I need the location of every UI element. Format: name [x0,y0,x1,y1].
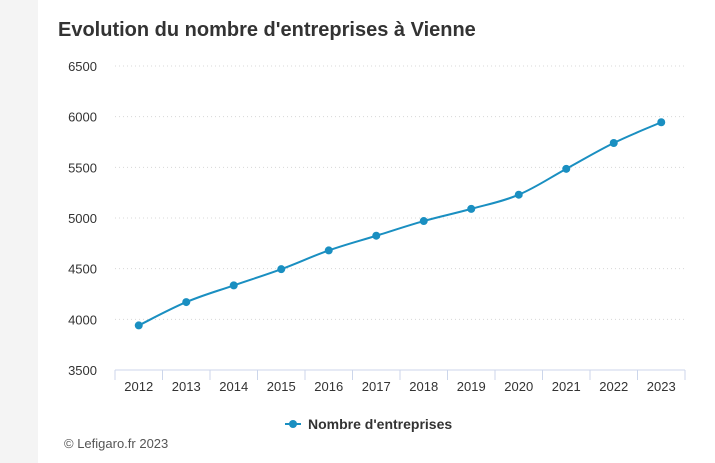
data-point[interactable] [182,298,191,307]
data-point[interactable] [277,265,286,274]
data-point[interactable] [229,281,238,290]
chart-card: Evolution du nombre d'entreprises à Vien… [38,0,715,463]
x-tick-label: 2022 [599,379,628,394]
grid-lines [115,65,685,320]
x-tick-label: 2015 [267,379,296,394]
y-tick-label: 6500 [68,59,97,74]
y-tick-label: 3500 [68,363,97,378]
y-tick-label: 5000 [68,211,97,226]
x-tick-label: 2019 [457,379,486,394]
series-points [134,118,666,330]
x-tick-label: 2013 [172,379,201,394]
x-tick-label: 2018 [409,379,438,394]
data-point[interactable] [324,246,333,255]
data-point[interactable] [657,118,666,127]
data-point[interactable] [419,217,428,226]
x-tick-label: 2012 [124,379,153,394]
chart-title: Evolution du nombre d'entreprises à Vien… [58,19,476,41]
y-tick-label: 4500 [68,262,97,277]
series-line [138,121,662,327]
x-tick-label: 2021 [552,379,581,394]
y-tick-label: 6000 [68,110,97,125]
credit-text: © Lefigaro.fr 2023 [64,436,169,451]
data-point[interactable] [562,164,571,173]
y-tick-label: 5500 [68,160,97,175]
data-point[interactable] [467,204,476,213]
legend[interactable]: Nombre d'entreprises [285,416,452,432]
x-tick-label: 2020 [504,379,533,394]
x-tick-label: 2017 [362,379,391,394]
x-tick-label: 2023 [647,379,676,394]
y-tick-label: 4000 [68,312,97,327]
x-tick-label: 2014 [219,379,248,394]
x-tick-label: 2016 [314,379,343,394]
data-point[interactable] [609,139,618,148]
data-point[interactable] [514,190,523,199]
x-axis: 2012 2013 2014 2015 2016 2017 2018 2019 2020 2021… [114,369,686,394]
data-point[interactable] [372,231,381,240]
y-axis: 3500 4000 4500 5000 5500 6000 6500 [68,59,97,378]
legend-marker-icon [289,420,297,428]
legend-label: Nombre d'entreprises [308,416,452,432]
data-point[interactable] [134,321,143,330]
